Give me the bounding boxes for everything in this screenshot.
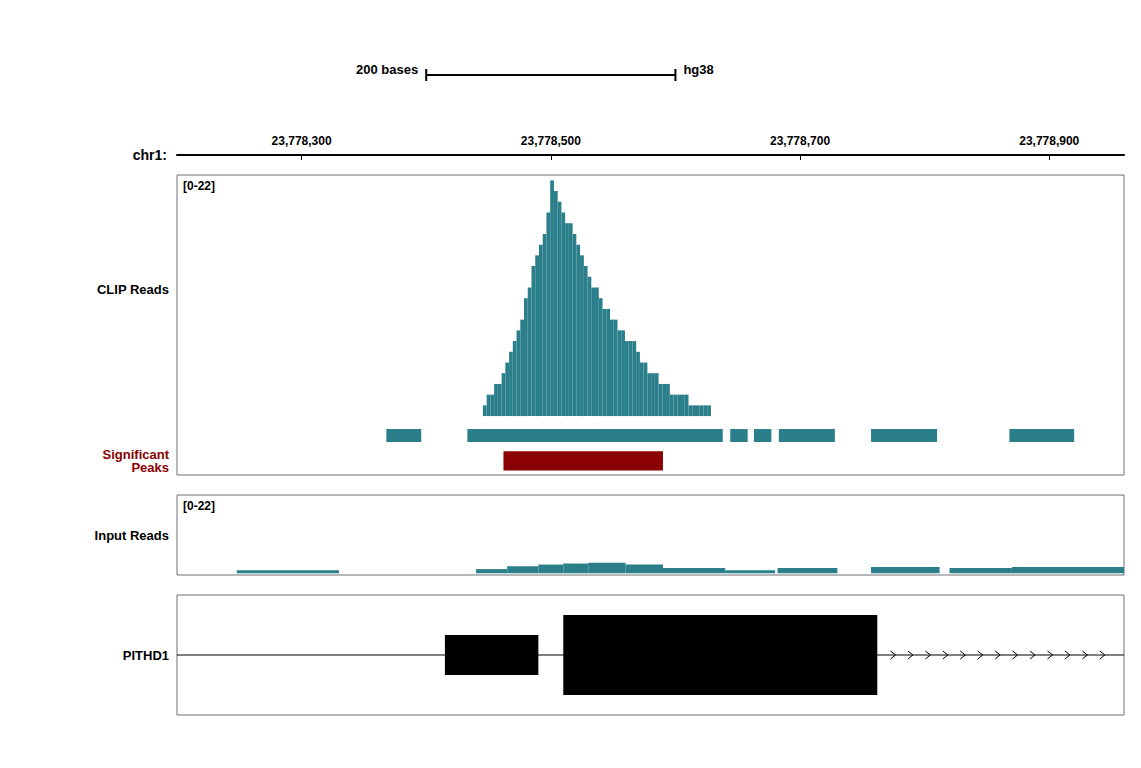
svg-text:CLIP Reads: CLIP Reads: [97, 282, 169, 297]
svg-text:chr1:: chr1:: [133, 147, 167, 163]
svg-text:23,778,900: 23,778,900: [1019, 134, 1079, 148]
svg-text:hg38: hg38: [683, 62, 713, 77]
svg-text:[0-22]: [0-22]: [183, 179, 215, 193]
svg-text:Significant: Significant: [102, 446, 169, 462]
svg-text:PITHD1: PITHD1: [123, 648, 169, 663]
svg-text:200 bases: 200 bases: [356, 62, 418, 77]
svg-text:Input Reads: Input Reads: [95, 528, 169, 543]
svg-text:23,778,300: 23,778,300: [272, 134, 332, 148]
svg-text:Peaks: Peaks: [131, 460, 169, 475]
svg-text:23,778,500: 23,778,500: [521, 134, 581, 148]
svg-text:23,778,700: 23,778,700: [770, 134, 830, 148]
svg-text:[0-22]: [0-22]: [183, 499, 215, 513]
